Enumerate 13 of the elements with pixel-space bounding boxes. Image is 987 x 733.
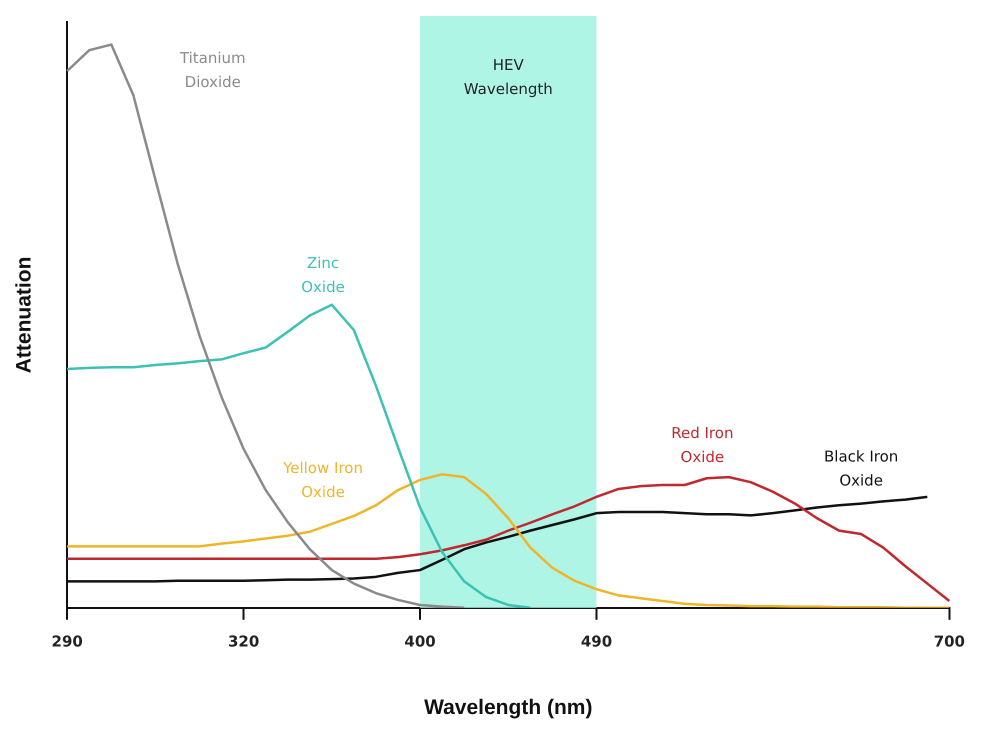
x-tick-label: 290 bbox=[52, 632, 83, 651]
series-label: Yellow Iron Oxide bbox=[282, 459, 363, 502]
band-label: HEV Wavelength bbox=[464, 56, 553, 98]
series-label: Black Iron Oxide bbox=[824, 447, 898, 490]
x-tick-label: 400 bbox=[404, 632, 436, 651]
series-label: Red Iron Oxide bbox=[671, 424, 734, 466]
y-axis-title: Attenuation bbox=[12, 256, 36, 374]
x-tick-label: 320 bbox=[228, 632, 260, 651]
x-tick-label: 700 bbox=[934, 632, 965, 651]
series-label: Zinc Oxide bbox=[301, 254, 345, 296]
text: Titanium Dioxide bbox=[178, 49, 246, 92]
x-axis-title: Wavelength (nm) bbox=[424, 696, 592, 720]
x-tick-label: 490 bbox=[580, 632, 612, 651]
